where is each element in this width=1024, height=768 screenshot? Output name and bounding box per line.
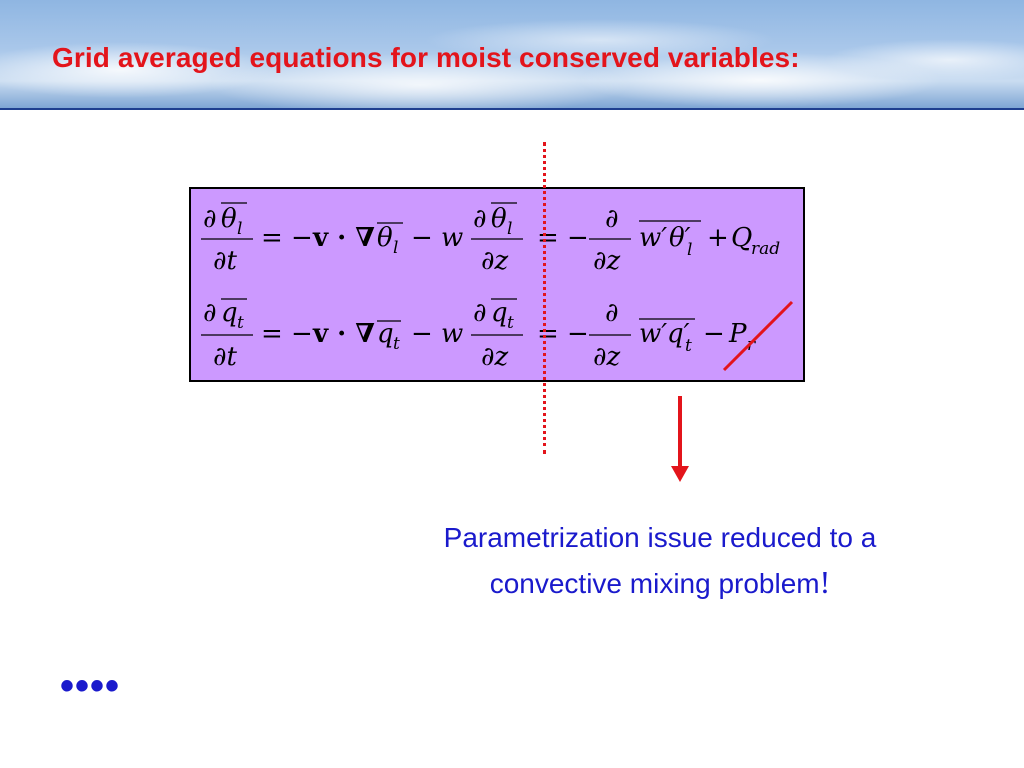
- eq1-vdotgrad: v · ∇: [312, 223, 375, 253]
- equation-2: ∂ q t ∂t = − v · ∇ q t − w ∂ q t ∂z = − …: [201, 298, 756, 372]
- note-line-2-text: convective mixing problem: [489, 568, 820, 599]
- note-line-2: convective mixing problem!: [340, 560, 980, 606]
- eq1-flux-num: ∂: [605, 204, 618, 234]
- eq1-plus: +: [707, 223, 729, 253]
- eq1-vert-den: ∂z: [481, 246, 508, 276]
- red-dotted-divider: [543, 142, 546, 454]
- eq1-source: Q: [731, 223, 752, 253]
- eq1-den: ∂t: [213, 246, 237, 276]
- eq2-sink-sub: r: [747, 335, 756, 355]
- eq1-flux-den: ∂z: [593, 246, 620, 276]
- exclamation-mark: !: [819, 564, 831, 600]
- eq2-flux-sub: t: [685, 336, 692, 356]
- eq1-vert-num-sub: l: [507, 219, 512, 239]
- eq2-num-sub: t: [237, 313, 244, 333]
- slide-title: Grid averaged equations for moist conser…: [52, 42, 800, 73]
- eq2-flux-den: ∂z: [593, 342, 620, 372]
- eq2-vdotgrad: v · ∇: [312, 319, 375, 349]
- eq1-adv-sub: l: [393, 238, 398, 258]
- eq2-flux-var: q′: [667, 319, 690, 349]
- eq2-vert-den: ∂z: [481, 342, 508, 372]
- equations-svg: ∂ θ l ∂t = − v · ∇ θ l − w ∂ θ l ∂z = − …: [201, 202, 780, 372]
- eq1-flux-sub: l: [687, 240, 692, 260]
- eq2-minus: −: [703, 319, 725, 349]
- note-line-1: Parametrization issue reduced to a: [443, 522, 877, 553]
- eq1-adv-var: θ: [377, 223, 393, 253]
- down-arrow-icon: [671, 396, 689, 482]
- eq2-flux-w: w′: [639, 319, 667, 349]
- eq2-eq-minus: = −: [261, 319, 313, 349]
- eq2-flux-num: ∂: [605, 298, 618, 328]
- eq1-source-sub: rad: [751, 239, 780, 259]
- eq1-flux-w: w′: [639, 223, 667, 253]
- eq2-sink: P: [728, 319, 747, 349]
- eq2-vert-num-sub: t: [507, 313, 514, 333]
- eq2-vert-num-partial: ∂: [473, 298, 486, 328]
- header-banner: [0, 0, 1024, 110]
- eq1-num-var: θ: [221, 204, 237, 234]
- eq2-adv-sub: t: [393, 334, 400, 354]
- note-text: Parametrization issue reduced to a conve…: [340, 516, 980, 606]
- eq2-adv-var: q: [377, 319, 394, 349]
- eq2-num-partial: ∂: [203, 298, 216, 328]
- eq1-eq-minus: = −: [261, 223, 313, 253]
- eq1-flux-var: θ′: [669, 223, 691, 253]
- eq1-num-sub: l: [237, 219, 242, 239]
- eq2-minus-w: − w: [411, 319, 463, 349]
- eq1-minus-w: − w: [411, 223, 463, 253]
- eq1-num-partial: ∂: [203, 204, 216, 234]
- eq2-den: ∂t: [213, 342, 237, 372]
- eq2-vert-num-var: q: [491, 298, 508, 328]
- ellipsis-dots: ••••: [60, 664, 121, 708]
- eq1-vert-num-var: θ: [491, 204, 507, 234]
- strike-through-line: [722, 300, 794, 372]
- eq2-num-var: q: [221, 298, 238, 328]
- equation-1: ∂ θ l ∂t = − v · ∇ θ l − w ∂ θ l ∂z = − …: [201, 202, 780, 276]
- eq1-vert-num-partial: ∂: [473, 204, 486, 234]
- equation-box: ∂ θ l ∂t = − v · ∇ θ l − w ∂ θ l ∂z = − …: [189, 187, 805, 382]
